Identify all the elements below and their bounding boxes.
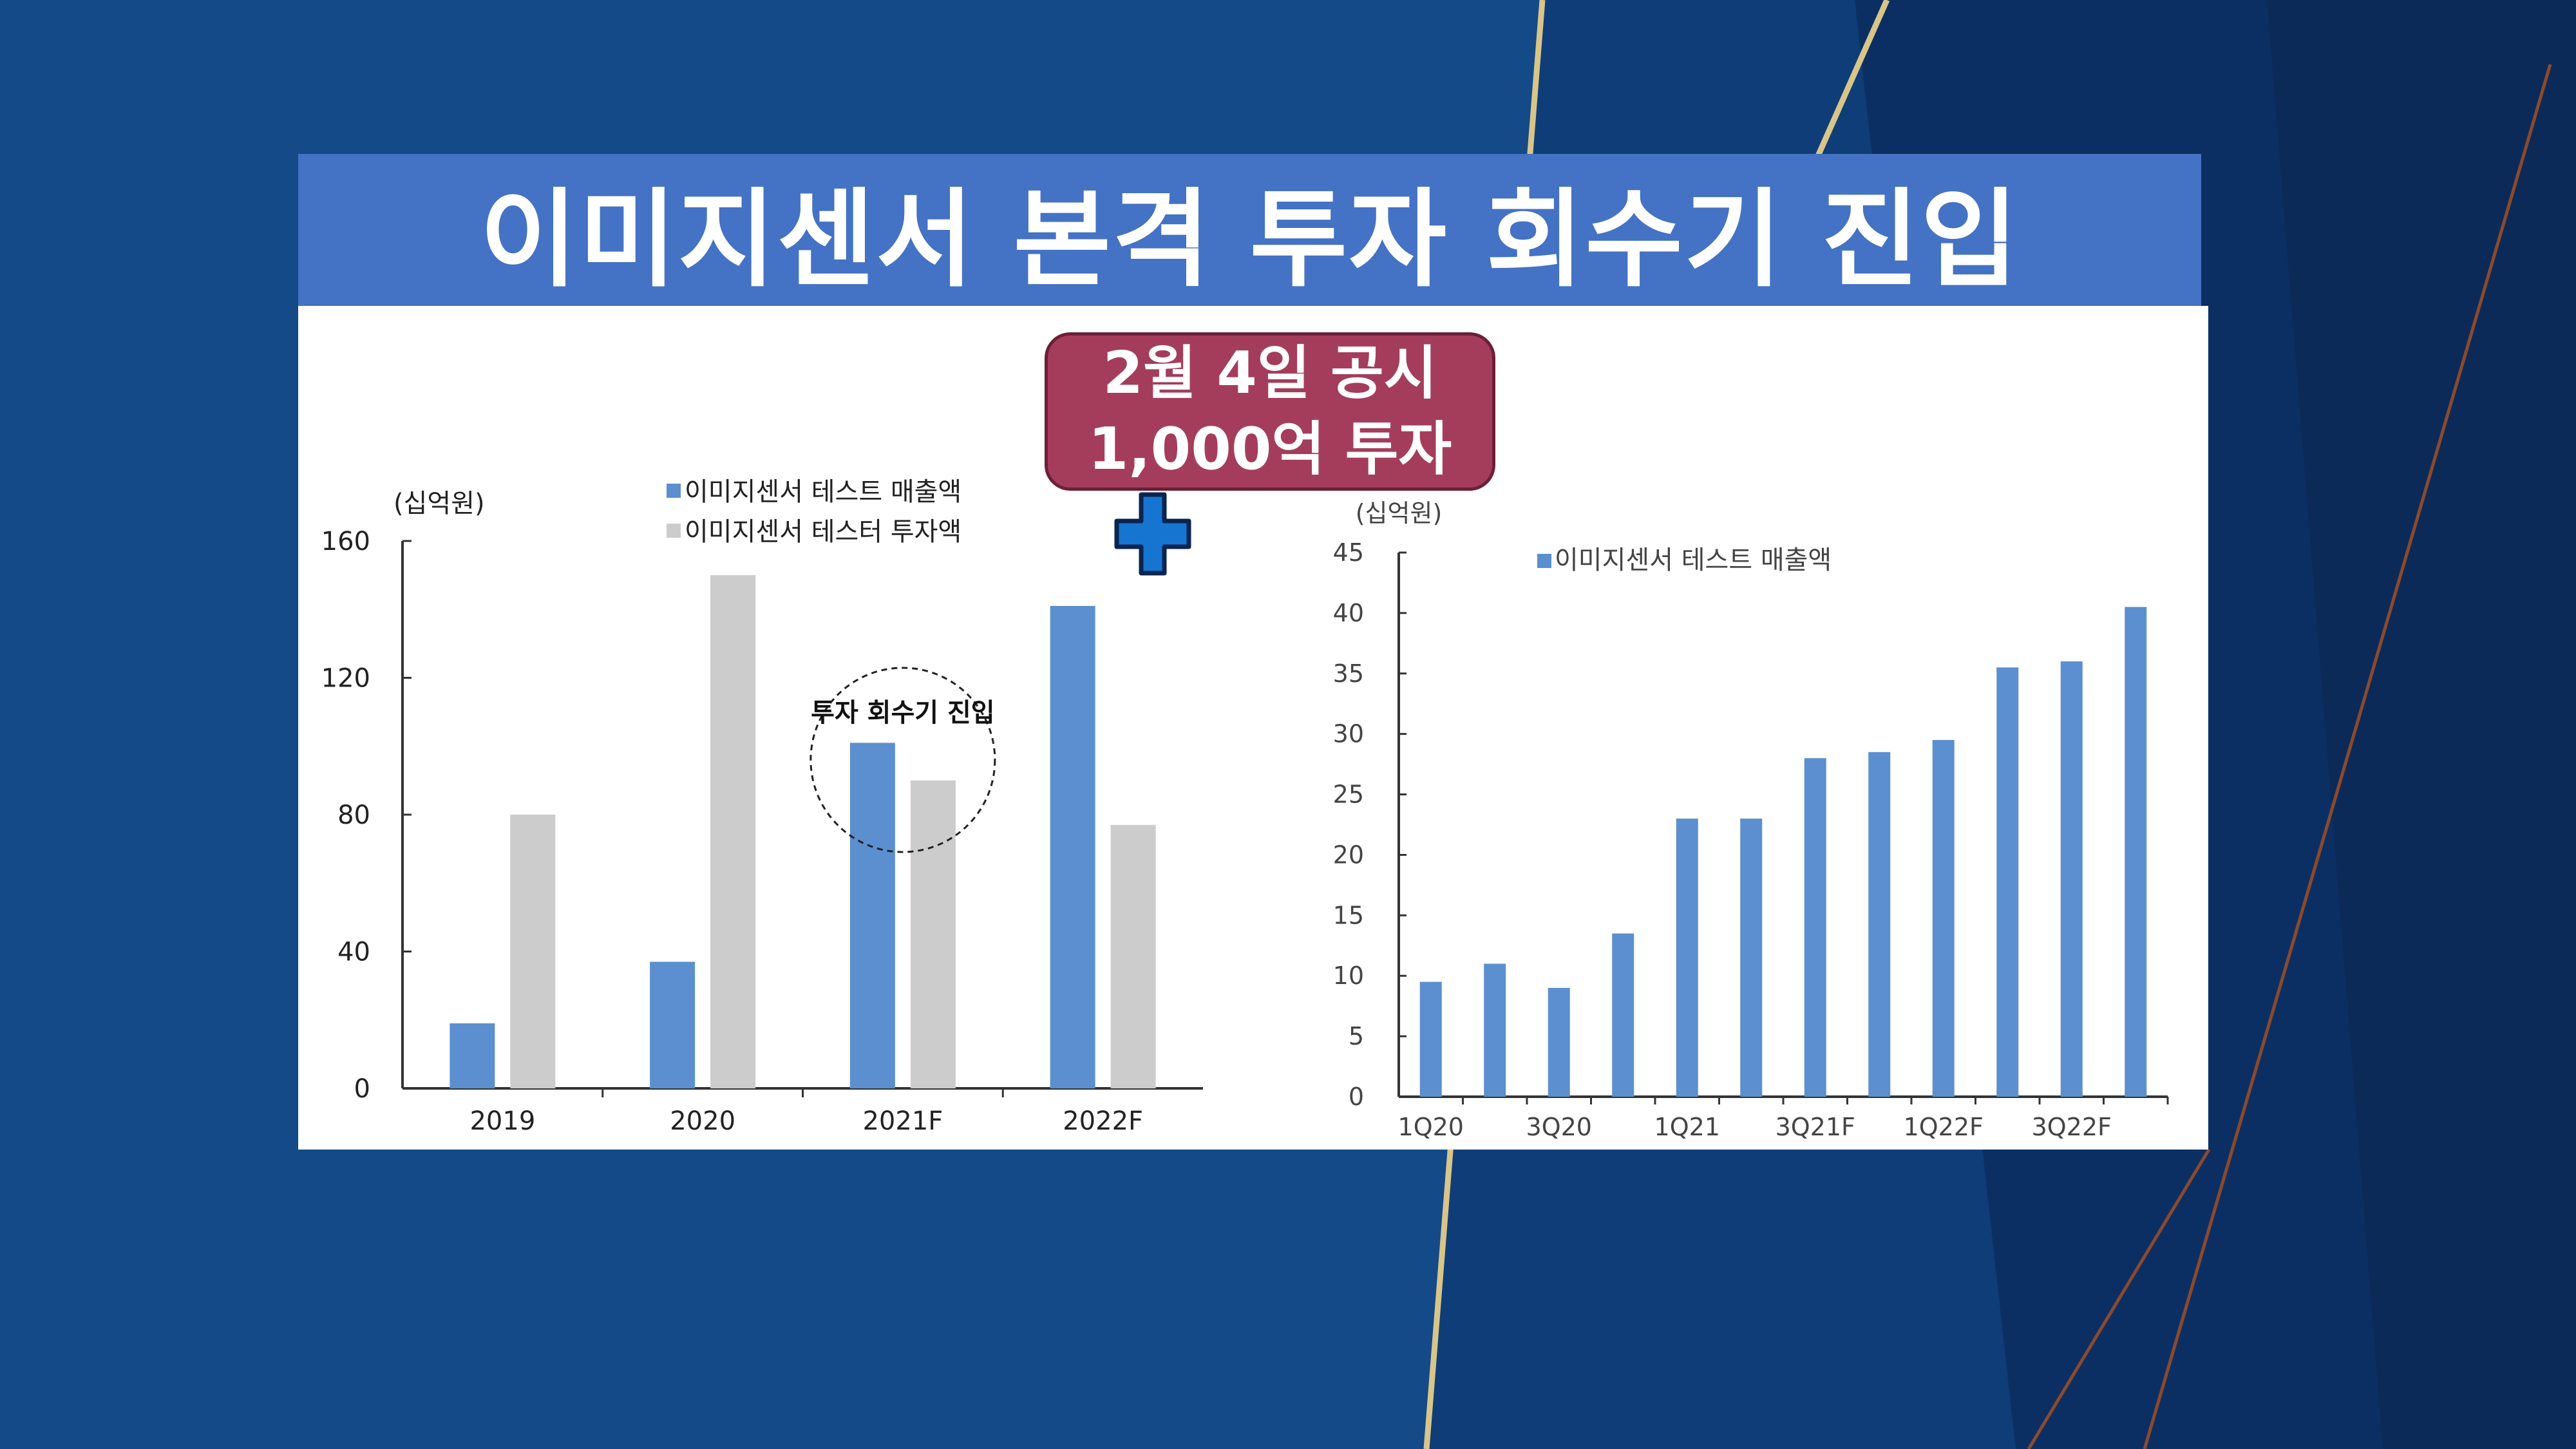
y-tick-label: 0 [1349,1083,1364,1111]
bar-investment [910,780,956,1088]
bronze-stripe [2143,64,2552,1449]
x-tick-label: 3Q20 [1526,1113,1592,1141]
plus-icon [1114,492,1191,576]
bar-sales [1419,981,1442,1097]
bar-investment [510,815,556,1088]
y-tick-label: 160 [321,527,370,556]
y-tick-label: 0 [354,1074,370,1104]
x-tick-label: 2021F [862,1106,943,1136]
bar-sales [1996,667,2019,1097]
legend-swatch [667,484,681,498]
y-tick-label: 40 [1333,599,1364,627]
y-tick-label: 20 [1333,840,1364,869]
bar-sales [1740,819,1763,1097]
bar-sales [1804,758,1826,1097]
legend-swatch [1537,554,1551,568]
callout-line-2: 1,000억 투자 [1088,415,1452,483]
bar-sales [1484,963,1506,1097]
announcement-callout: 2월 4일 공시 1,000억 투자 [1045,332,1495,491]
x-tick-label: 1Q22F [1904,1113,1984,1141]
bar-sales [1868,752,1891,1097]
annotation-label: 투자 회수기 진입 [811,698,994,728]
quarterly-bar-chart: 0 5 10 15 20 25 30 35 40 45 (십억원) 1Q20 3Q20 1Q21 3Q21F… [1333,499,2169,1141]
x-tick-label: 1Q20 [1398,1113,1464,1141]
x-tick-label: 1Q21 [1654,1113,1720,1141]
annual-bar-chart: 0 40 80 120 160 (십억원) 2019 2020 2021F 2022F 이미지센서 … [321,477,1203,1136]
y-tick-label: 45 [1333,538,1364,567]
bar-sales [849,743,895,1088]
unit-label: (십억원) [393,489,485,518]
x-tick-label: 3Q22F [2032,1113,2112,1141]
y-tick-label: 40 [337,938,370,967]
bar-sales [650,961,696,1088]
bar-sales [2060,661,2083,1097]
y-tick-label: 30 [1333,720,1364,748]
bar-sales [1932,740,1955,1097]
bar-sales [450,1023,495,1088]
bar-sales [1548,988,1570,1097]
unit-label: (십억원) [1356,499,1443,527]
bar-investment [1110,824,1156,1088]
legend-label: 이미지센서 테스트 매출액 [1555,545,1832,575]
legend-label: 이미지센서 테스터 투자액 [685,517,961,547]
y-tick-label: 10 [1333,961,1364,990]
bar-sales [1050,605,1095,1088]
bar-investment [710,575,756,1088]
y-tick-label: 5 [1349,1022,1364,1050]
x-tick-label: 2022F [1063,1106,1143,1136]
y-tick-label: 35 [1333,659,1364,688]
x-tick-label: 3Q21F [1776,1113,1855,1141]
legend-swatch [667,524,681,538]
y-tick-label: 25 [1333,781,1364,809]
y-tick-label: 80 [337,800,370,830]
callout-line-1: 2월 4일 공시 [1103,339,1437,407]
x-tick-label: 2019 [469,1106,535,1136]
legend-label: 이미지센서 테스트 매출액 [685,477,961,507]
y-tick-label: 15 [1333,901,1364,929]
bar-sales [1612,933,1634,1097]
page-title: 이미지센서 본격 투자 회수기 진입 [480,177,2020,301]
bar-sales [1676,819,1698,1097]
bar-sales [2125,607,2147,1097]
title-banner: 이미지센서 본격 투자 회수기 진입 [298,154,2201,306]
annotation-circle [810,667,996,853]
y-tick-label: 120 [321,664,370,694]
x-tick-label: 2020 [670,1106,735,1136]
bronze-stripe [2027,1148,2211,1449]
